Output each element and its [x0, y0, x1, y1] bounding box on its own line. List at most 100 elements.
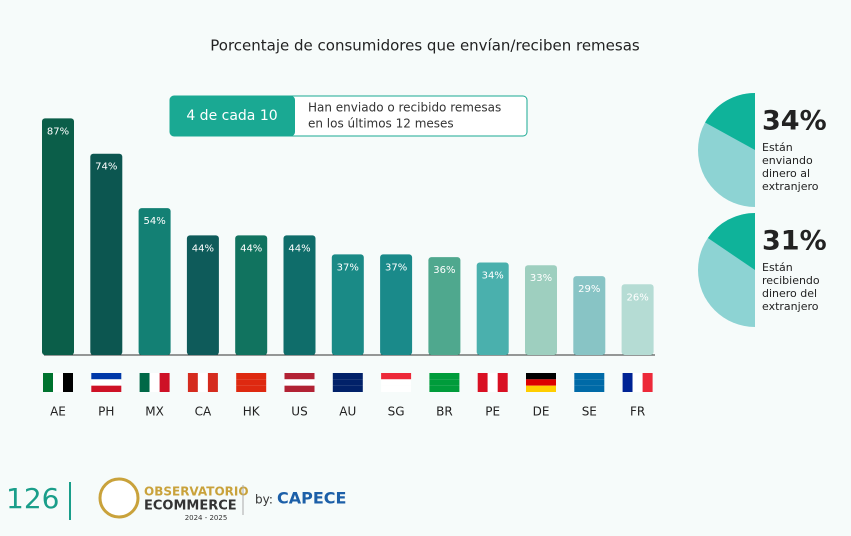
flag: [497, 373, 508, 392]
flag: [284, 385, 315, 392]
flag: [207, 373, 218, 392]
flag: [284, 373, 315, 380]
flag: [332, 373, 363, 380]
chart-title: Porcentaje de consumidores que envían/re…: [210, 37, 640, 55]
value-label: 44%: [288, 243, 310, 254]
side-value: 31%: [762, 226, 827, 257]
x-tick-label: CA: [195, 405, 212, 419]
side-text: extranjero: [762, 300, 819, 313]
bar: [235, 235, 268, 355]
flag: [429, 379, 460, 386]
bar: [621, 284, 654, 355]
x-tick-label: DE: [533, 405, 550, 419]
flag: [574, 373, 605, 380]
bar: [525, 265, 557, 355]
bar: [42, 118, 74, 355]
flag: [139, 373, 150, 392]
bar: [90, 153, 123, 355]
bar: [186, 235, 219, 355]
side-text: dinero del: [762, 287, 817, 300]
flag: [284, 379, 315, 386]
by: by:: [255, 493, 273, 507]
flag: [159, 373, 170, 392]
bar: [138, 208, 171, 355]
value-label: 34%: [482, 271, 504, 282]
x-tick-label: PH: [98, 405, 114, 419]
x-tick-label: MX: [145, 405, 164, 419]
value-label: 37%: [337, 262, 359, 273]
flag: [574, 385, 605, 392]
callout-text: en los últimos 12 meses: [308, 117, 454, 131]
flag: [91, 379, 122, 386]
flag: [381, 385, 412, 392]
value-label: 29%: [578, 284, 600, 295]
flag: [91, 385, 122, 392]
value-label: 36%: [433, 265, 455, 276]
flag: [236, 373, 267, 380]
value-label: 33%: [530, 273, 552, 284]
x-tick-label: AU: [339, 405, 356, 419]
x-tick-label: SE: [582, 405, 597, 419]
x-tick-label: SG: [388, 405, 405, 419]
callout-text: Han enviado o recibido remesas: [308, 101, 501, 115]
flag: [332, 379, 363, 386]
flag: [429, 385, 460, 392]
x-tick-label: PE: [485, 405, 500, 419]
flag: [91, 373, 122, 380]
flag: [187, 373, 198, 392]
value-label: 26%: [626, 292, 648, 303]
flag: [477, 373, 488, 392]
value-label: 54%: [143, 216, 165, 227]
page-number: 126: [6, 482, 59, 515]
x-tick-label: FR: [630, 405, 645, 419]
side-text: dinero al: [762, 167, 810, 180]
side-text: Están: [762, 141, 793, 154]
x-tick-label: US: [291, 405, 307, 419]
value-label: 87%: [47, 126, 69, 137]
flag: [632, 373, 643, 392]
side-text: Están: [762, 261, 793, 274]
side-text: extranjero: [762, 180, 819, 193]
flag: [381, 373, 412, 380]
bar: [476, 262, 509, 355]
flag: [149, 373, 160, 392]
flag: [197, 373, 208, 392]
value-label: 37%: [385, 262, 407, 273]
value-label: 74%: [95, 162, 117, 173]
flag: [236, 385, 267, 392]
logo-icon: [98, 477, 140, 519]
value-label: 44%: [192, 243, 214, 254]
brand: OBSERVATORIO: [144, 485, 249, 499]
bar: [331, 254, 364, 355]
years: 2024 - 2025: [185, 514, 228, 522]
bar: [428, 257, 461, 355]
x-tick-label: BR: [436, 405, 453, 419]
flag: [236, 379, 267, 386]
flag: [53, 373, 63, 392]
flag: [429, 373, 460, 380]
flag: [574, 379, 605, 386]
flag: [526, 385, 556, 392]
partner: CAPECE: [277, 489, 346, 508]
flag: [487, 373, 498, 392]
flag: [526, 373, 556, 380]
brand: ECOMMERCE: [144, 499, 237, 514]
gauge-slice: [705, 93, 755, 150]
side-value: 34%: [762, 106, 827, 137]
side-text: recibiendo: [762, 274, 820, 287]
x-tick-label: HK: [243, 405, 261, 419]
flag: [332, 385, 363, 392]
flag: [63, 373, 73, 392]
x-tick-label: AE: [50, 405, 66, 419]
callout-highlight: 4 de cada 10: [186, 108, 277, 124]
gauge-slice: [707, 213, 755, 270]
bar: [380, 254, 413, 355]
flag: [43, 373, 53, 392]
callout-highlight-box: [170, 96, 295, 136]
bar: [283, 235, 316, 355]
bar: [573, 276, 606, 355]
flag: [622, 373, 633, 392]
flag: [642, 373, 653, 392]
flag: [381, 379, 412, 386]
